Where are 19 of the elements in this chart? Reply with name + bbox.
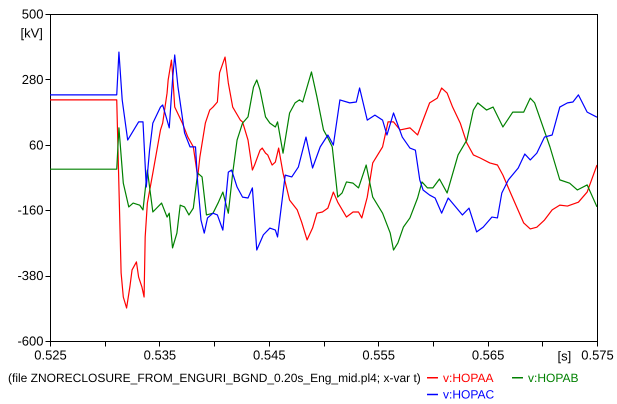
- text: (file ZNORECLOSURE_FROM_ENGURI_BGND_0.20s_Eng_mid.pl4; x-var t): [8, 371, 421, 385]
- x-tick-label: 0.565: [472, 348, 504, 362]
- y-tick-label: 280: [22, 72, 44, 87]
- x-axis-title: [s]: [558, 348, 572, 364]
- y-tick-label: -160: [17, 202, 44, 218]
- legend-label: v:HOPAB: [528, 370, 578, 385]
- x-tick-label: 0.535: [144, 348, 176, 362]
- x-tick-label: 0.555: [362, 348, 395, 362]
- line-series: [50, 56, 597, 309]
- y-tick-label: -380: [17, 268, 44, 284]
- y-tick-label: 500: [22, 6, 44, 22]
- x-tick-label: 0.525: [34, 348, 67, 362]
- y-tick-label: -600: [17, 334, 44, 348]
- legend-label: v:HOPAA: [443, 370, 494, 385]
- legend-label: v:HOPAC: [443, 388, 494, 402]
- y-tick-label: 60: [29, 137, 44, 152]
- x-tick-label: 0.545: [253, 348, 286, 362]
- x-tick-label: 0.575: [581, 348, 614, 362]
- y-axis-title: [kV]: [20, 26, 43, 40]
